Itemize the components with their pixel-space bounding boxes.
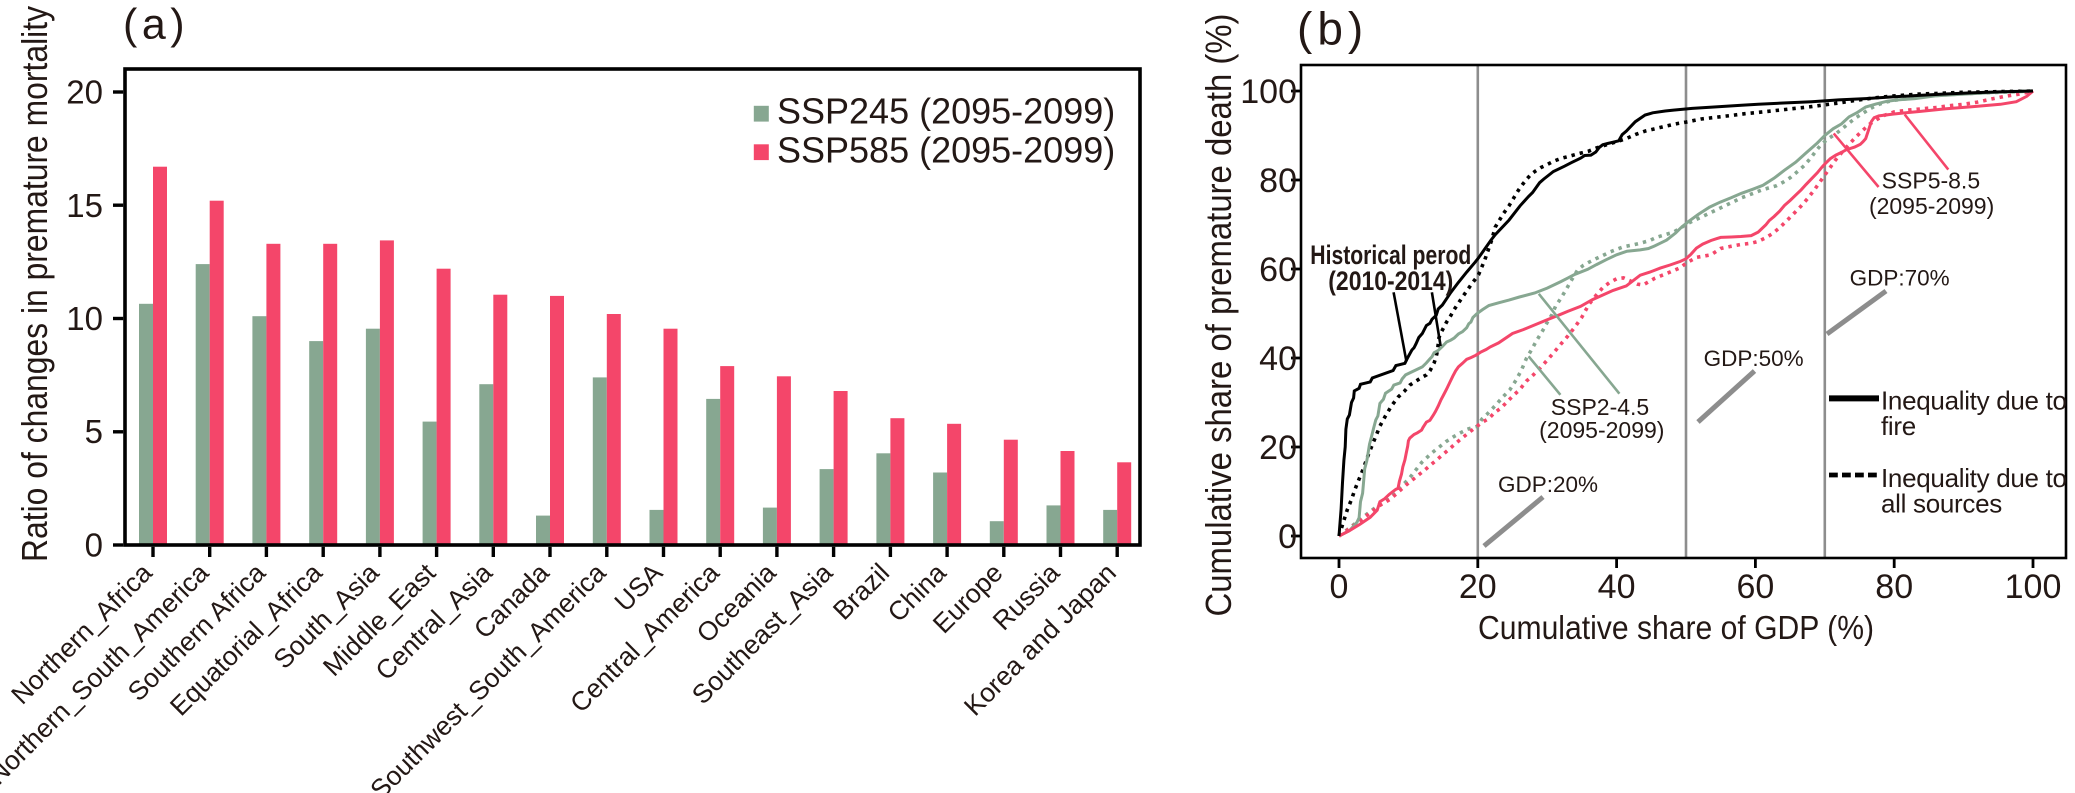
svg-text:SSP2-4.5: SSP2-4.5 — [1551, 394, 1649, 420]
svg-text:SSP5-8.5: SSP5-8.5 — [1882, 168, 1980, 194]
svg-text:Inequality due to: Inequality due to — [1881, 463, 2067, 493]
svg-text:80: 80 — [1875, 568, 1913, 606]
svg-text:5: 5 — [85, 413, 103, 450]
svg-text:Cumulative share of premature: Cumulative share of premature death (%) — [1198, 14, 1239, 617]
svg-text:(2095-2099): (2095-2099) — [1869, 193, 1994, 219]
svg-text:40: 40 — [1598, 568, 1636, 606]
svg-text:all sources: all sources — [1881, 488, 2002, 518]
svg-text:GDP:50%: GDP:50% — [1704, 346, 1804, 371]
svg-text:(b): (b) — [1297, 3, 1368, 55]
svg-text:60: 60 — [1736, 568, 1774, 606]
svg-text:Inequality due to: Inequality due to — [1881, 385, 2067, 415]
svg-text:80: 80 — [1259, 162, 1297, 200]
svg-text:Ratio of changes in premature: Ratio of changes in premature mortality — [14, 6, 55, 562]
svg-text:60: 60 — [1259, 251, 1297, 289]
svg-text:10: 10 — [66, 300, 103, 337]
svg-text:0: 0 — [1278, 518, 1297, 556]
svg-text:GDP:70%: GDP:70% — [1850, 266, 1950, 291]
svg-text:100: 100 — [2005, 568, 2062, 606]
svg-text:20: 20 — [66, 74, 103, 111]
svg-text:Historical perod: Historical perod — [1310, 240, 1471, 270]
svg-text:0: 0 — [85, 527, 103, 564]
svg-text:40: 40 — [1259, 340, 1297, 378]
svg-text:(2010-2014): (2010-2014) — [1328, 266, 1453, 296]
svg-text:Cumulative share of GDP (%): Cumulative share of GDP (%) — [1478, 610, 1874, 647]
svg-text:SSP245 (2095-2099): SSP245 (2095-2099) — [777, 91, 1115, 132]
svg-text:20: 20 — [1259, 429, 1297, 467]
svg-text:100: 100 — [1240, 73, 1297, 111]
svg-text:15: 15 — [66, 187, 103, 224]
svg-text:GDP:20%: GDP:20% — [1498, 472, 1598, 497]
svg-text:0: 0 — [1330, 568, 1349, 606]
svg-text:20: 20 — [1459, 568, 1497, 606]
svg-text:(a): (a) — [123, 1, 189, 49]
svg-text:SSP585 (2095-2099): SSP585 (2095-2099) — [777, 130, 1115, 171]
svg-text:(2095-2099): (2095-2099) — [1539, 417, 1664, 443]
svg-text:fire: fire — [1881, 411, 1916, 441]
